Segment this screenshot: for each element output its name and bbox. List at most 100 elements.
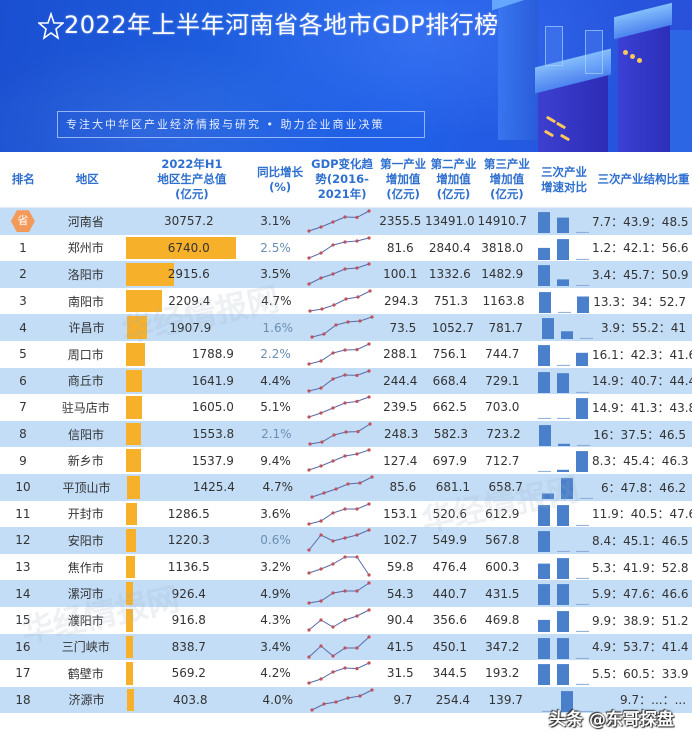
gdp-cell: 926.4 <box>125 580 252 607</box>
gdp-cell: 1553.8 <box>126 421 252 448</box>
rank-cell: 14 <box>15 586 31 601</box>
rank-cell: 9 <box>19 453 27 468</box>
header-primary-industry: 第一产业 增加值 (亿元) <box>380 157 427 201</box>
structure-ratio-cell: 3.9：55.2：41 <box>600 321 687 336</box>
structure-ratio-cell: 4.9：53.7：41.4 <box>592 640 689 655</box>
speed-bar-chart <box>538 398 588 420</box>
gdp-value: 1605.0 <box>191 400 234 415</box>
sparkline-chart <box>307 581 371 605</box>
structure-ratio-cell: 14.9：41.3：43.8 <box>592 400 692 415</box>
gdp-bar <box>126 289 163 313</box>
gdp-cell: 1788.9 <box>125 341 252 368</box>
gdp-bar <box>126 316 147 339</box>
sparkline-chart <box>307 608 371 632</box>
tertiary-industry-cell: 600.3 <box>485 560 520 575</box>
window-light <box>623 50 628 55</box>
gdp-bar <box>125 582 133 605</box>
speed-bar-chart <box>538 212 589 233</box>
secondary-industry-cell: 697.9 <box>432 453 467 468</box>
area-cell: 安阳市 <box>67 533 104 548</box>
gdp-cell: 838.7 <box>125 634 252 661</box>
growth-cell: 9.4% <box>260 453 291 468</box>
gdp-cell: 6740.0 <box>125 235 252 262</box>
slogan: 专注大中华区产业经济情报与研究 • 助力企业商业决策 <box>57 111 425 138</box>
gdp-bar <box>125 662 133 685</box>
gdp-value: 2915.6 <box>167 267 210 282</box>
building-illustration <box>498 0 538 140</box>
gdp-bar <box>125 529 136 552</box>
speed-compare-cell <box>532 474 596 501</box>
sparkline-chart <box>307 209 371 233</box>
header-rank: 排名 <box>11 172 35 186</box>
header-structure: 三次产业结构比重 <box>597 172 690 186</box>
speed-bar-chart <box>538 557 589 579</box>
secondary-industry-cell: 1332.6 <box>428 267 471 282</box>
area-cell: 济源市 <box>68 693 105 708</box>
rank-cell: 4 <box>19 320 27 335</box>
primary-industry-cell: 73.5 <box>389 320 417 335</box>
header-growth: 同比增长 (%) <box>257 164 304 194</box>
header-area: 地区 <box>75 172 99 186</box>
primary-industry-cell: 31.5 <box>386 666 414 681</box>
gdp-cell: 1641.9 <box>125 368 252 395</box>
rank-cell: 5 <box>19 347 27 362</box>
area-cell: 平顶山市 <box>62 480 111 495</box>
primary-industry-cell: 239.5 <box>383 400 418 415</box>
gdp-bar <box>125 555 135 579</box>
primary-industry-cell: 102.7 <box>383 533 418 548</box>
speed-compare-cell <box>528 341 592 368</box>
secondary-industry-cell: 520.6 <box>432 506 467 521</box>
area-cell: 开封市 <box>67 507 104 522</box>
rank-cell: 13 <box>15 560 31 575</box>
rank-cell: 8 <box>19 427 27 442</box>
secondary-industry-cell: 254.4 <box>435 692 471 707</box>
gdp-bar <box>126 475 140 499</box>
trend-cell <box>299 580 377 607</box>
speed-compare-cell <box>528 368 592 395</box>
author-watermark-text: 头条 @东哥探盘 <box>549 710 674 730</box>
gdp-cell: 403.8 <box>126 687 254 714</box>
gdp-bar <box>125 635 133 659</box>
speed-bar-chart <box>539 291 590 313</box>
gdp-value: 916.8 <box>171 613 206 628</box>
rank-cell: 17 <box>15 666 31 681</box>
table-row: 7 驻马店市 1605.0 5.1% 239.5 662.5 703.0 14.9：41.3：… <box>0 394 692 421</box>
trend-cell <box>299 607 377 634</box>
primary-industry-cell: 127.4 <box>383 453 418 468</box>
province-badge-icon: 省 <box>10 210 35 233</box>
speed-compare-cell <box>528 235 592 262</box>
tertiary-industry-cell: 744.7 <box>485 347 520 362</box>
area-cell: 商丘市 <box>67 374 104 389</box>
trend-cell <box>300 421 378 448</box>
structure-ratio-cell: 5.5：60.5：33.9 <box>592 666 689 681</box>
rank-cell: 1 <box>19 240 27 255</box>
primary-industry-cell: 41.5 <box>386 639 414 654</box>
primary-industry-cell: 54.3 <box>386 586 414 601</box>
page-title: 2022年上半年河南省各地市GDP排行榜 <box>64 11 499 39</box>
gdp-value: 1537.9 <box>191 453 234 468</box>
trend-cell <box>299 368 377 395</box>
gdp-value: 926.4 <box>171 586 206 601</box>
gdp-bar <box>125 608 133 632</box>
table-row: 5 周口市 1788.9 2.2% 288.1 756.1 744.7 16.1：42.3：4… <box>0 340 692 368</box>
tertiary-industry-cell: 612.9 <box>485 506 520 521</box>
structure-ratio-cell: 16：37.5：46.5 <box>593 427 686 442</box>
gdp-bar <box>125 449 141 472</box>
secondary-industry-cell: 344.5 <box>432 666 467 681</box>
window-light <box>637 58 642 63</box>
primary-industry-cell: 81.6 <box>386 240 414 255</box>
structure-ratio-cell: 16.1：42.3：41.6 <box>592 347 692 362</box>
table-row: 18 济源市 403.8 4.0% 9.7 254.4 139.7 9.7：...：... <box>0 686 692 714</box>
header-trend: GDP变化趋 势(2016- 2021年) <box>311 157 374 201</box>
sparkline-chart <box>310 688 374 712</box>
rank-cell: 2 <box>19 267 27 282</box>
speed-compare-cell <box>528 447 592 474</box>
growth-cell: 4.0% <box>262 692 294 707</box>
speed-compare-cell <box>532 314 596 341</box>
secondary-industry-cell: 668.4 <box>432 373 467 388</box>
rank-cell: 3 <box>19 294 27 309</box>
area-cell: 河南省 <box>67 214 104 229</box>
trend-cell <box>299 527 377 554</box>
sparkline-chart <box>307 368 371 393</box>
growth-cell: 2.2% <box>260 347 291 362</box>
